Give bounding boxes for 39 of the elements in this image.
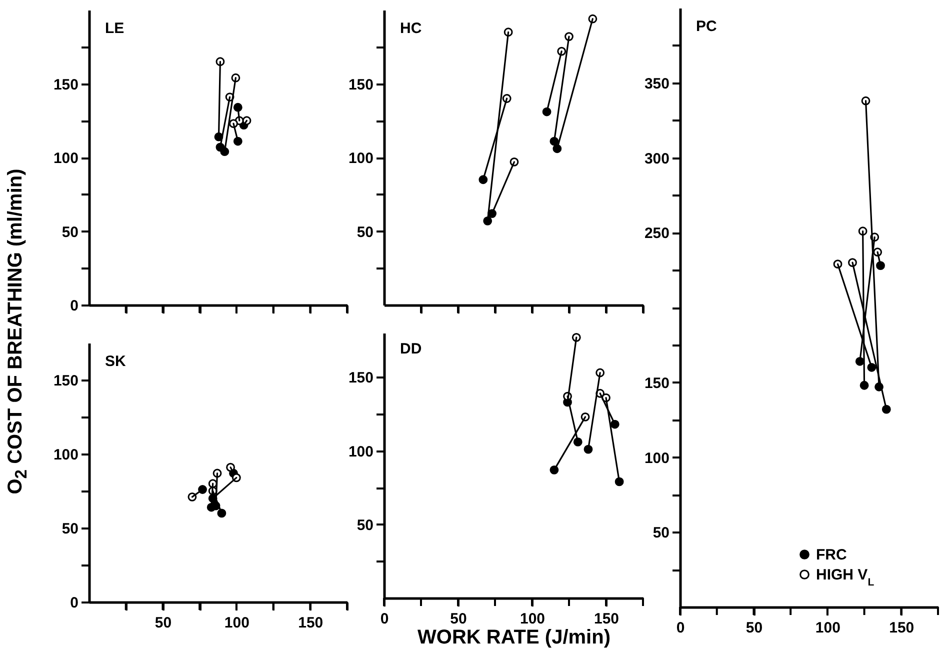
y-tick-label: 150 xyxy=(348,370,374,387)
x-tick-label: 150 xyxy=(594,610,620,628)
y-tick-label: 250 xyxy=(644,225,670,242)
x-tick-label: 100 xyxy=(224,614,250,632)
y-tick-label: 350 xyxy=(644,75,670,92)
text: LE xyxy=(105,20,124,37)
y-tick-label: 0 xyxy=(70,298,78,314)
y-tick-label: 100 xyxy=(348,150,374,167)
text: DD xyxy=(400,340,422,358)
text: HC xyxy=(400,20,422,37)
y-tick-label: 150 xyxy=(53,76,78,94)
text: SK xyxy=(105,353,126,370)
y-tick-label: 50 xyxy=(62,520,78,538)
y-tick-label: 150 xyxy=(644,374,670,392)
x-tick-label: 100 xyxy=(520,610,546,628)
text: PC xyxy=(696,18,718,35)
x-tick-label: 0 xyxy=(380,610,389,628)
y-tick-label: 0 xyxy=(70,594,78,612)
legend-label: HIGH V$_{L}$ xyxy=(816,566,875,588)
x-tick-label: 100 xyxy=(815,620,840,636)
y-tick-label: 50 xyxy=(62,224,78,241)
x-tick-label: 150 xyxy=(298,614,324,632)
y-tick-label: 300 xyxy=(644,150,670,168)
y-tick-label: 150 xyxy=(53,372,78,390)
y-tick-label: 150 xyxy=(348,76,374,94)
y-tick-label: 50 xyxy=(652,524,670,542)
y-tick-label: 100 xyxy=(53,446,78,464)
legend-label: FRC xyxy=(816,546,847,564)
x-tick-label: 0 xyxy=(676,620,685,636)
y-tick-label: 100 xyxy=(644,450,670,467)
y-tick-label: 100 xyxy=(53,150,78,167)
x-tick-label: 50 xyxy=(746,620,763,636)
y-tick-label: 100 xyxy=(348,443,374,460)
x-tick-label: 50 xyxy=(154,614,172,632)
y-tick-label: 50 xyxy=(356,224,374,241)
x-tick-label: 50 xyxy=(450,610,467,628)
x-axis-title: WORK RATE (J/min) xyxy=(418,626,610,648)
x-tick-label: 150 xyxy=(889,620,914,636)
y-tick-label: 50 xyxy=(356,516,374,534)
